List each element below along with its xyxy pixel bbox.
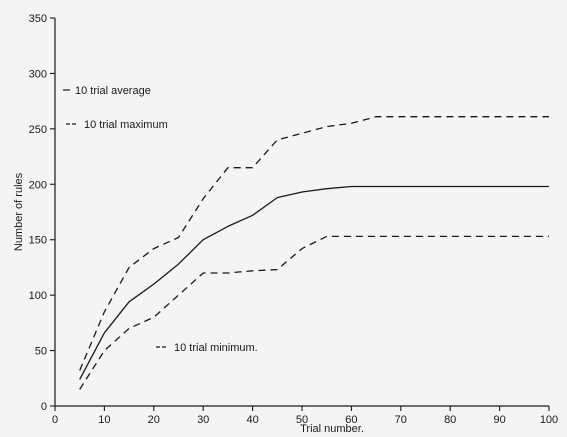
series-1-point (374, 185, 378, 189)
series-0-point (251, 166, 255, 170)
y-tick-label: 350 (29, 13, 47, 25)
series-0-point (325, 125, 329, 129)
annotation-label-2: 10 trial minimum. (174, 342, 258, 354)
y-tick-label: 250 (29, 124, 47, 136)
series-2-point (498, 234, 502, 238)
series-2-point (177, 293, 181, 297)
y-tick-label: 100 (29, 290, 47, 302)
series-1-point (251, 213, 255, 217)
axes: 0 50 100 150 200 250 300 350 0 10 20 30 40 50 60 70 80 90… (29, 13, 559, 426)
x-tick-label: 80 (444, 414, 456, 426)
series-0-point (300, 131, 304, 135)
series-2-point (547, 234, 551, 238)
y-tick-label: 300 (29, 68, 47, 80)
series-1-point (300, 190, 304, 194)
series-0-point (177, 235, 181, 239)
y-tick-label: 200 (29, 179, 47, 191)
series-2-point (349, 234, 353, 238)
x-tick-label: 50 (296, 414, 308, 426)
series-0-point (374, 115, 378, 119)
series-2-point (300, 247, 304, 251)
x-tick-label: 20 (148, 414, 160, 426)
series-0-point (226, 166, 230, 170)
series-1-point (547, 185, 551, 189)
series-1-point (498, 185, 502, 189)
series-2-point (448, 234, 452, 238)
y-axis-label: Number of rules (13, 172, 25, 251)
series-line-2 (79, 235, 549, 390)
x-tick-label: 30 (197, 414, 209, 426)
series-0-point (78, 369, 82, 373)
series-2-point (275, 268, 279, 272)
series-0-point (102, 310, 106, 314)
x-axis-label: Trial number. (300, 423, 364, 435)
series-group (78, 115, 551, 391)
series-0-point (349, 121, 353, 125)
series-line-0 (79, 116, 549, 371)
series-0-point (152, 247, 156, 251)
series-1-point (127, 300, 131, 304)
series-0-point (399, 115, 403, 119)
y-tick-label: 50 (35, 346, 47, 358)
series-0-point (547, 115, 551, 119)
series-1-point (325, 187, 329, 191)
series-1-point (349, 185, 353, 189)
annotation-label-1: 10 trial maximum (84, 119, 168, 131)
x-tick-label: 10 (98, 414, 110, 426)
series-0-point (127, 265, 131, 269)
series-1-point (78, 377, 82, 381)
series-0-point (275, 138, 279, 142)
series-0-point (201, 197, 205, 201)
series-2-point (226, 271, 230, 275)
series-1-point (226, 224, 230, 228)
series-2-point (325, 234, 329, 238)
x-tick-label: 100 (540, 414, 558, 426)
series-1-point (275, 196, 279, 200)
series-2-point (251, 269, 255, 273)
x-tick-label: 40 (246, 414, 258, 426)
annotation-label-0: 10 trial average (75, 85, 151, 97)
y-tick-label: 150 (29, 235, 47, 247)
series-0-point (498, 115, 502, 119)
series-1-point (448, 185, 452, 189)
series-2-point (201, 271, 205, 275)
series-2-point (78, 387, 82, 391)
series-line-1 (79, 185, 549, 380)
series-2-point (399, 234, 403, 238)
series-1-point (152, 282, 156, 286)
annotations: 10 trial average 10 trial maximum 10 trial… (63, 85, 258, 354)
x-tick-label: 60 (345, 414, 357, 426)
series-0-point (448, 115, 452, 119)
series-1-point (177, 262, 181, 266)
series-1-point (201, 238, 205, 242)
x-tick-label: 90 (493, 414, 505, 426)
y-tick-label: 0 (41, 401, 47, 413)
series-1-point (399, 185, 403, 189)
series-2-point (152, 315, 156, 319)
x-tick-label: 70 (395, 414, 407, 426)
x-tick-label: 0 (52, 414, 58, 426)
series-2-point (102, 349, 106, 353)
series-1-point (102, 331, 106, 335)
series-2-point (127, 326, 131, 330)
